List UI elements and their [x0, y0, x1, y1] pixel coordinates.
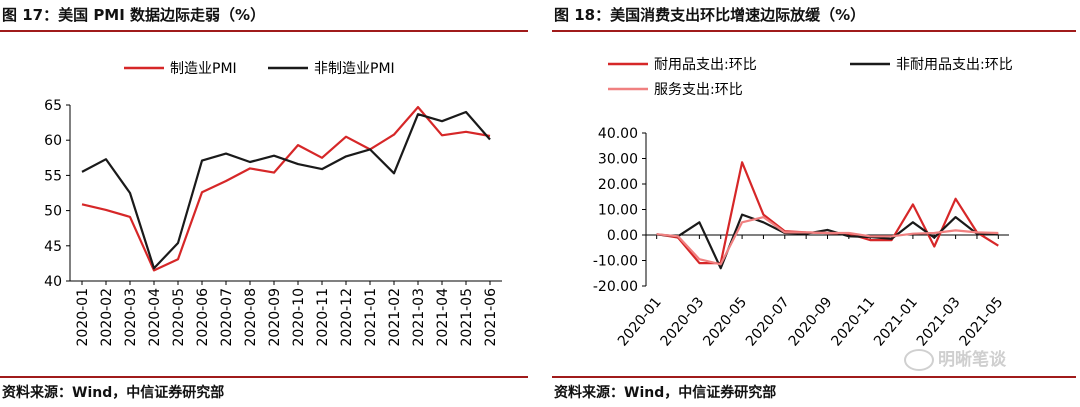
- wechat-icon: [904, 349, 934, 371]
- x-tick-label: 2021-06: [483, 288, 499, 347]
- legend-label: 耐用品支出:环比: [654, 57, 757, 73]
- x-tick-label: 2020-03: [658, 294, 708, 349]
- series-line: [81, 110, 491, 270]
- figure-18: 图 18：美国消费支出环比增速边际放缓（%） 耐用品支出:环比 非耐用品支出:环比…: [552, 0, 1080, 407]
- figure-title: 图 18：美国消费支出环比增速边际放缓（%）: [554, 6, 866, 24]
- pmi-chart: 制造业PMI 非制造业PMI 40 45 50 55 60 65 2020-01 2020-02 2…: [44, 61, 502, 347]
- x-tick-label: 2020-10: [291, 288, 307, 347]
- y-tick-label: 40: [44, 274, 62, 290]
- x-tick-label: 2021-03: [914, 294, 964, 349]
- y-tick-label: 10.00: [598, 203, 638, 219]
- x-tick-label: 2020-05: [171, 288, 187, 347]
- x-tick-label: 2020-04: [147, 288, 163, 347]
- x-tick-label: 2021-04: [435, 288, 451, 347]
- source-rule: [552, 376, 1076, 378]
- figure-title: 图 17：美国 PMI 数据边际走弱（%）: [2, 6, 266, 24]
- legend-label: 制造业PMI: [170, 61, 237, 77]
- y-tick-label: 0.00: [607, 228, 638, 244]
- title-rule: [0, 30, 528, 32]
- y-tick-label: 55: [44, 168, 62, 184]
- x-tick-label: 2020-09: [267, 288, 283, 347]
- series-line: [81, 105, 491, 272]
- legend-label: 非耐用品支出:环比: [896, 57, 1013, 73]
- y-tick-label: 65: [44, 98, 62, 114]
- x-tick-label: 2020-01: [75, 288, 91, 347]
- y-tick-label: -20.00: [593, 279, 638, 295]
- x-tick-label: 2021-03: [411, 288, 427, 347]
- x-tick-label: 2020-06: [195, 288, 211, 347]
- legend-label: 服务支出:环比: [654, 82, 743, 98]
- series-line: [656, 161, 999, 265]
- watermark-text: 明晰笔谈: [938, 350, 1006, 370]
- x-tick-label: 2021-01: [363, 288, 379, 347]
- series-line: [656, 216, 999, 266]
- y-tick-label: 30.00: [598, 152, 638, 168]
- x-tick-label: 2021-05: [459, 288, 475, 347]
- x-tick-label: 2020-05: [700, 294, 750, 349]
- x-tick-label: 2020-11: [828, 294, 878, 349]
- x-tick-label: 2020-02: [99, 288, 115, 347]
- watermark: 明晰笔谈: [904, 345, 1006, 371]
- figure-source: 资料来源：Wind，中信证券研究部: [554, 385, 777, 401]
- figure-source: 资料来源：Wind，中信证券研究部: [2, 385, 225, 401]
- x-tick-label: 2020-11: [315, 288, 331, 347]
- x-tick-label: 2020-07: [219, 288, 235, 347]
- legend-label: 非制造业PMI: [314, 61, 395, 77]
- x-tick-label: 2020-01: [615, 294, 665, 349]
- x-tick-label: 2021-05: [957, 294, 1007, 349]
- x-tick-label: 2020-09: [786, 294, 836, 349]
- x-tick-label: 2021-01: [871, 294, 921, 349]
- y-tick-label: 20.00: [598, 177, 638, 193]
- y-tick-label: 40.00: [598, 126, 638, 142]
- series-line: [656, 213, 999, 270]
- y-tick-label: 50: [44, 204, 62, 220]
- y-tick-label: 60: [44, 133, 62, 149]
- x-tick-label: 2020-07: [743, 294, 793, 349]
- x-tick-label: 2021-02: [387, 288, 403, 347]
- x-tick-label: 2020-12: [339, 288, 355, 347]
- x-tick-label: 2020-03: [123, 288, 139, 347]
- y-tick-label: 45: [44, 239, 62, 255]
- y-tick-label: -10.00: [593, 254, 638, 270]
- source-rule: [0, 376, 528, 378]
- title-rule: [552, 30, 1076, 32]
- x-tick-label: 2020-08: [243, 288, 259, 347]
- figure-17: 图 17：美国 PMI 数据边际走弱（%） 制造业PMI 非制造业PMI 40 45 5…: [0, 6, 528, 401]
